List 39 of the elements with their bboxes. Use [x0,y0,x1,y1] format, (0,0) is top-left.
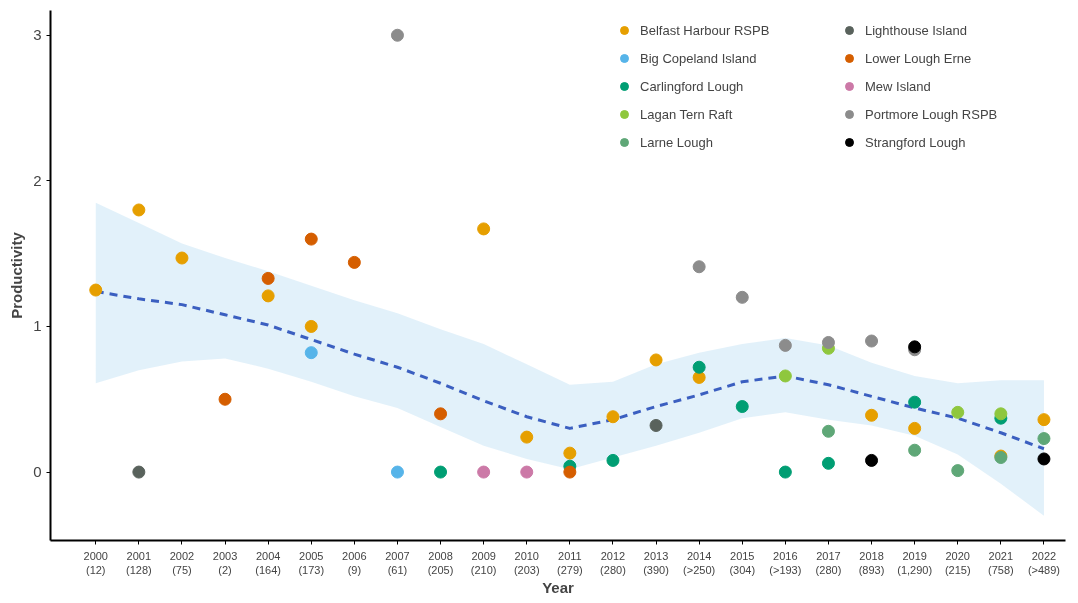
x-tick-label: 2001 (128) [126,549,152,576]
x-tick-label: 2021 (758) [988,549,1014,576]
x-tick-label: 2013 (390) [643,549,669,576]
x-tick-label: 2008 (205) [427,549,454,576]
legend-label: Big Copeland Island [640,50,758,66]
legend-label: Lagan Tern Raft [640,106,734,122]
x-tick-label: 2011 (279) [557,549,583,576]
legend-label: Strangford Lough [865,134,967,150]
x-tick-label: 2014 (>250) [683,549,716,576]
legend-label: Portmore Lough RSPB [865,106,999,122]
x-tick-label: 2015 (304) [729,549,756,576]
y-tick-label: 0 [33,463,42,481]
x-tick-label: 2018 (893) [858,549,885,576]
x-tick-label: 2012 (280) [600,549,626,576]
x-tick-label: 2007 (61) [385,549,410,576]
x-tick-label: 2006 (9) [342,549,367,576]
y-axis-title: Productivity [8,231,26,319]
x-tick-label: 2003 (2) [212,549,238,576]
y-tick-label: 1 [33,317,42,335]
legend-label: Belfast Harbour RSPB [640,22,771,38]
x-tick-label: 2010 (203) [513,549,540,576]
x-tick-label: 2000 (12) [83,549,108,576]
x-tick-label: 2020 (215) [944,549,971,576]
legend-label: Larne Lough [640,134,714,150]
legend-label: Lower Lough Erne [865,50,973,66]
x-tick-label: 2002 (75) [169,549,195,576]
x-tick-label: 2022 (>489) [1027,549,1061,576]
y-tick-label: 3 [33,26,42,44]
x-tick-label: 2019 (1,290) [897,549,933,576]
legend-label: Lighthouse Island [865,22,968,38]
x-tick-label: 2009 (210) [470,549,497,576]
legend-label: Mew Island [865,78,932,94]
y-tick-label: 2 [33,171,42,189]
x-tick-label: 2017 (280) [815,549,842,576]
x-axis-title: Year [542,578,575,596]
x-tick-label: 2005 (173) [298,549,325,576]
legend-label: Carlingford Lough [640,78,745,94]
x-tick-label: 2016 (>193) [769,549,802,576]
x-tick-label: 2004 (164) [255,549,281,576]
